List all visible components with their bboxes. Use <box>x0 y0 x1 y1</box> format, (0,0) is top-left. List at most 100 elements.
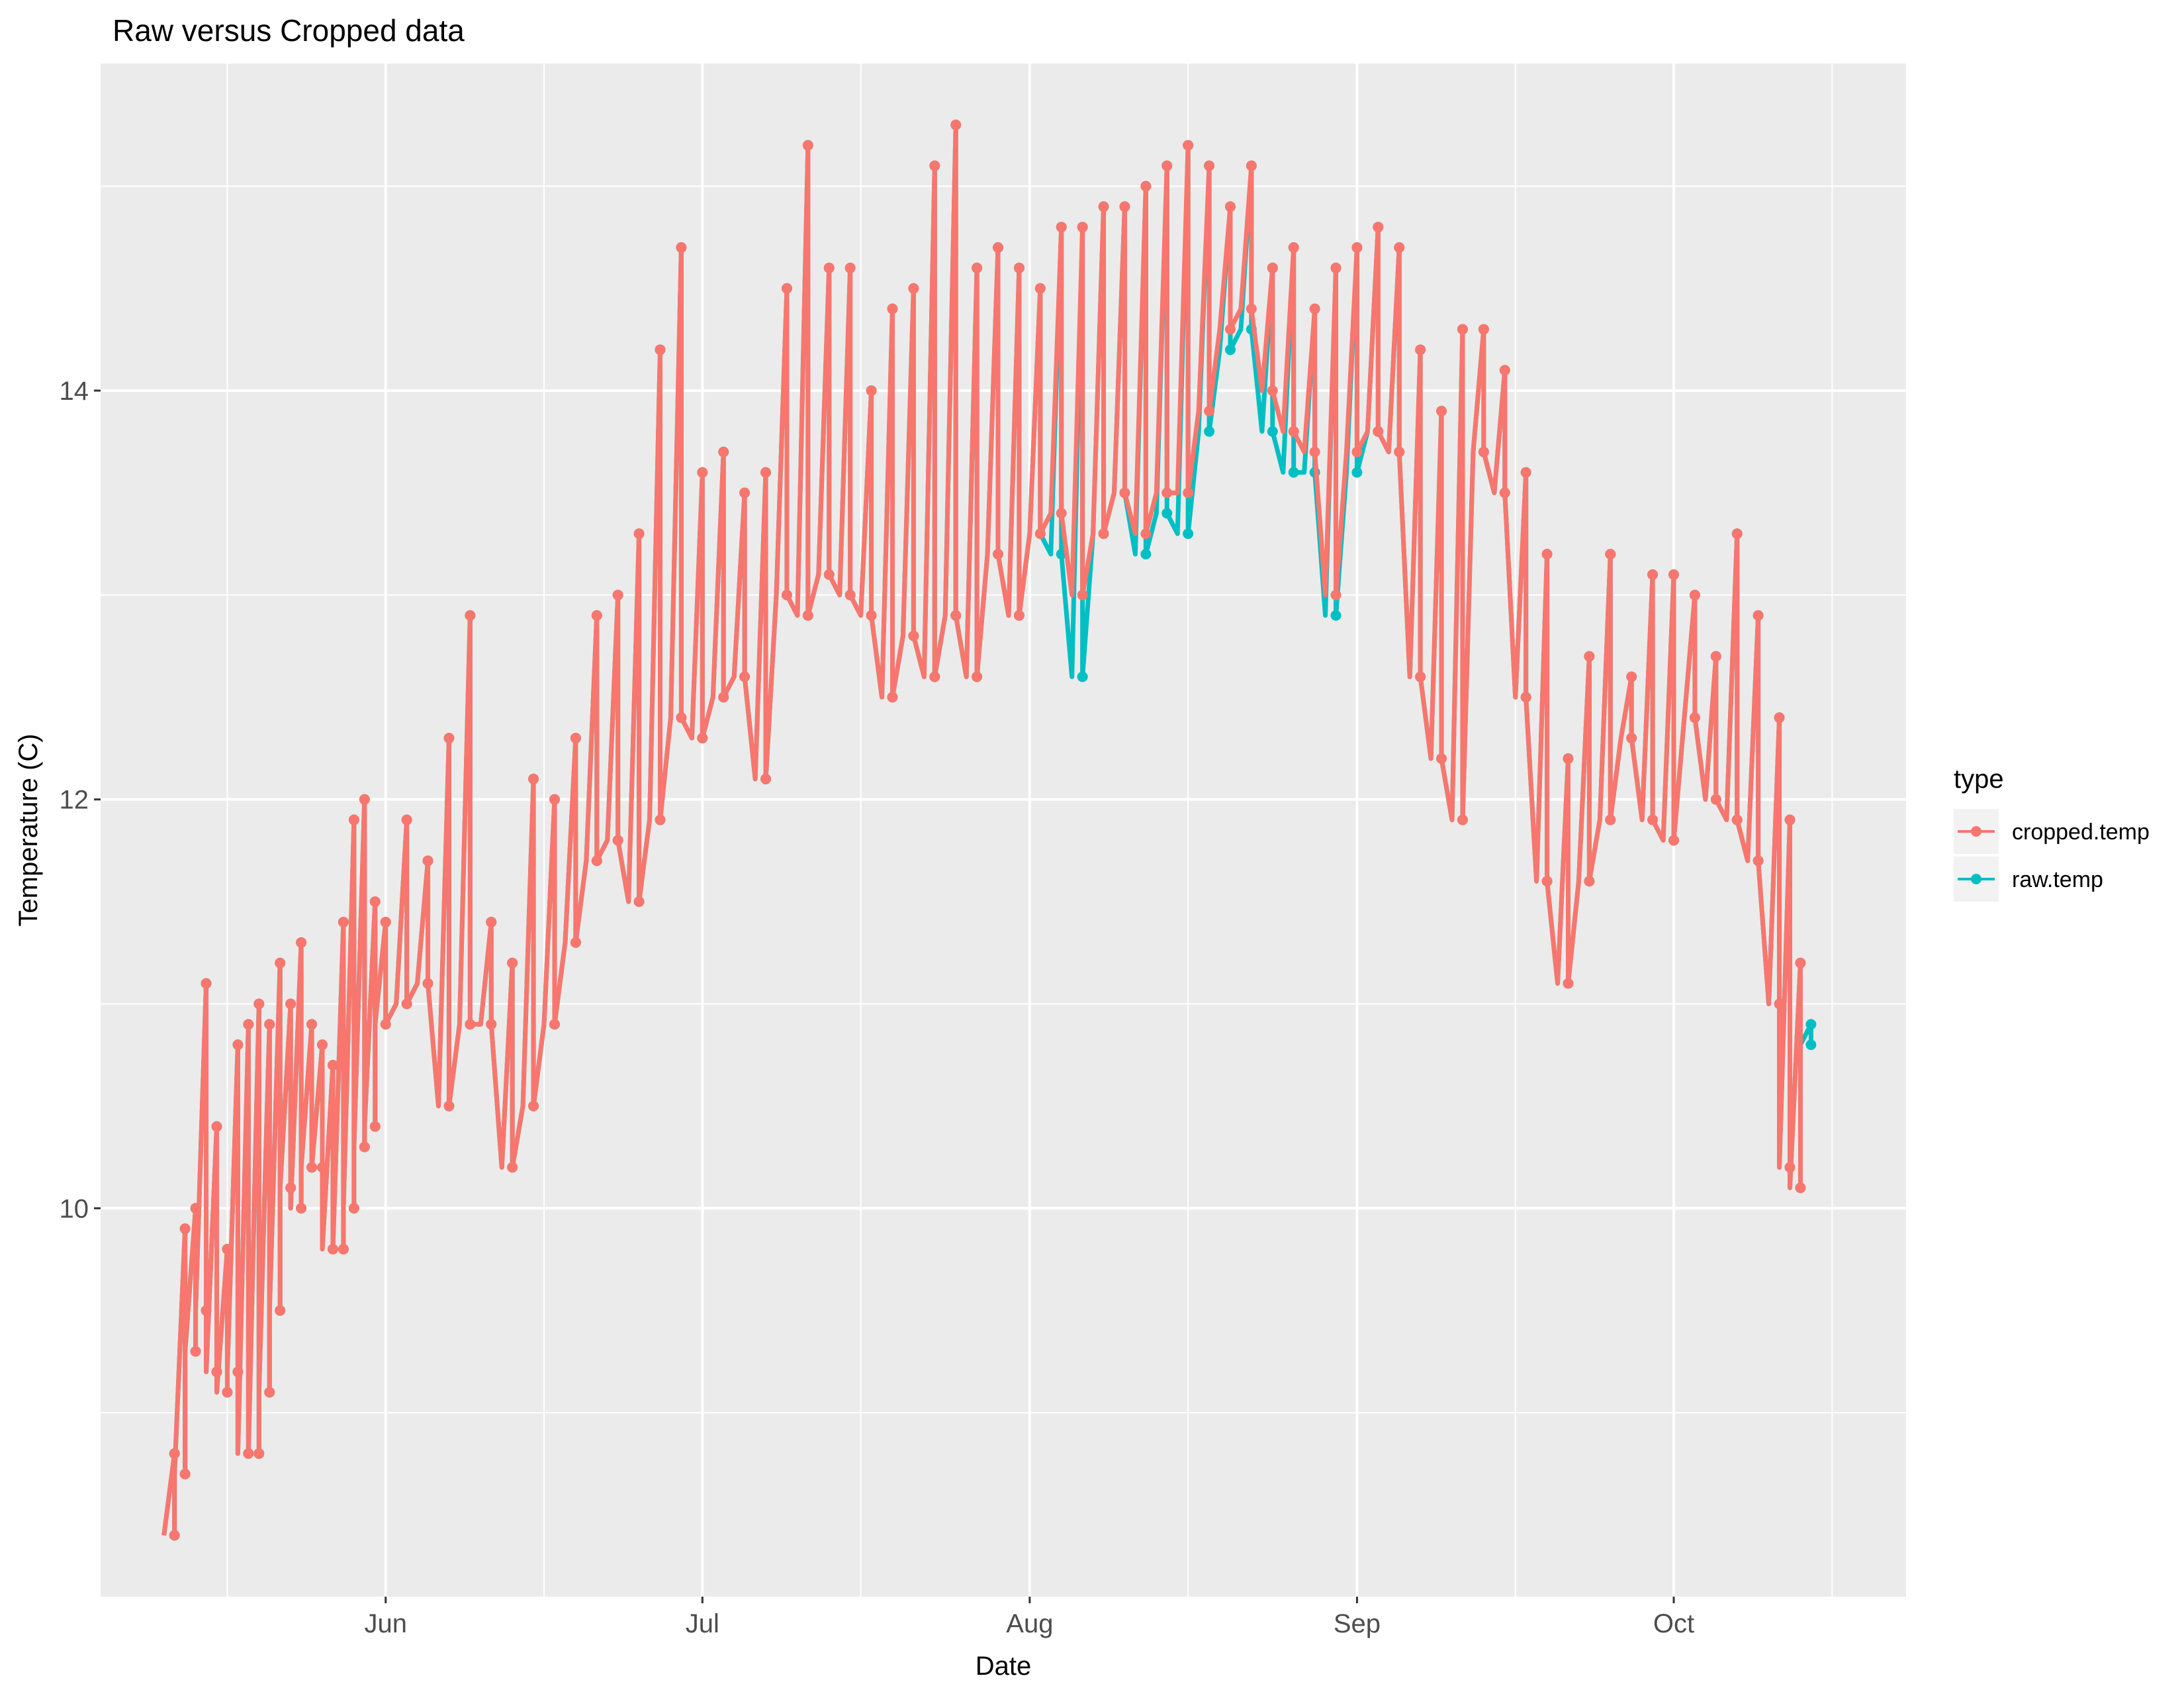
data-point-max <box>380 916 391 927</box>
data-point-min <box>190 1346 201 1357</box>
data-point-min <box>317 1162 328 1173</box>
data-point-max <box>285 998 296 1009</box>
data-point-max <box>443 733 455 744</box>
data-point-max <box>306 1019 318 1030</box>
data-point-max <box>950 119 962 130</box>
data-point-max <box>190 1203 201 1214</box>
x-tick-label: Sep <box>1334 1609 1381 1638</box>
legend-label: raw.temp <box>2012 867 2103 892</box>
data-point-min <box>612 835 623 846</box>
data-point-min <box>1267 385 1278 397</box>
data-point-max <box>655 344 666 355</box>
data-point-max <box>739 487 751 498</box>
data-point-min <box>1605 814 1616 825</box>
data-point-max <box>1056 222 1067 233</box>
data-point-max <box>422 855 433 867</box>
data-point-max <box>1288 242 1299 253</box>
data-point-min <box>866 610 877 621</box>
data-point-max <box>1330 262 1342 273</box>
data-point-min <box>739 671 751 682</box>
data-point-min <box>348 1203 359 1214</box>
data-point-max <box>1246 160 1257 171</box>
data-point-min <box>1689 712 1700 724</box>
data-point-min <box>1098 528 1109 539</box>
data-point-min <box>1077 671 1088 682</box>
data-point-min <box>1077 589 1088 600</box>
data-point-min <box>507 1162 518 1173</box>
data-point-max <box>1224 201 1236 212</box>
data-point-min <box>1351 446 1363 457</box>
data-point-min <box>1774 998 1785 1009</box>
data-point-min <box>1161 508 1173 519</box>
data-point-max <box>1731 528 1743 539</box>
data-point-min <box>296 1203 307 1214</box>
data-point-min <box>1752 855 1764 867</box>
data-point-max <box>528 773 539 784</box>
data-point-min <box>1541 876 1553 887</box>
data-point-min <box>465 1019 476 1030</box>
data-point-min <box>950 610 962 621</box>
data-point-min <box>306 1162 318 1173</box>
data-point-max <box>369 896 381 908</box>
data-point-max <box>179 1223 191 1235</box>
data-point-max <box>348 814 359 825</box>
data-point-max <box>1140 181 1152 192</box>
data-point-min <box>359 1141 370 1152</box>
data-point-min <box>422 978 433 989</box>
data-point-min <box>591 855 602 867</box>
data-point-max <box>169 1448 180 1459</box>
data-point-min <box>1119 487 1130 498</box>
data-point-max <box>1563 753 1574 764</box>
data-point-max <box>549 794 560 805</box>
data-point-min <box>1731 814 1743 825</box>
data-point-min <box>972 671 983 682</box>
data-point-max <box>633 528 645 539</box>
y-tick-label: 14 <box>60 377 89 406</box>
series-line <box>161 122 1803 1538</box>
data-point-max <box>232 1039 244 1051</box>
data-point-min <box>264 1387 275 1398</box>
data-point-max <box>1784 814 1796 825</box>
data-point-min <box>1288 426 1299 437</box>
data-point-max <box>823 262 835 273</box>
data-point-max <box>1098 201 1109 212</box>
legend-key-point <box>1971 874 1981 884</box>
data-point-max <box>1373 222 1384 233</box>
data-point-max <box>1805 1019 1817 1030</box>
data-point-max <box>243 1019 254 1030</box>
data-point-min <box>1246 303 1257 314</box>
data-point-max <box>1541 549 1553 560</box>
data-point-min <box>1204 405 1215 416</box>
data-point-min <box>1563 978 1574 989</box>
legend-key-point <box>1971 826 1981 837</box>
data-point-min <box>1626 733 1637 744</box>
data-point-min <box>1140 549 1152 560</box>
data-point-min <box>380 1019 391 1030</box>
data-point-max <box>1647 569 1659 580</box>
data-point-max <box>1415 344 1426 355</box>
data-point-max <box>1309 303 1320 314</box>
data-point-max <box>317 1039 328 1051</box>
data-point-min <box>179 1468 191 1479</box>
data-point-min <box>243 1448 254 1459</box>
data-point-min <box>993 549 1004 560</box>
data-point-min <box>697 733 708 744</box>
legend: type cropped.temp raw.temp <box>1954 765 2150 902</box>
data-point-max <box>1267 262 1278 273</box>
data-point-max <box>338 916 349 927</box>
data-point-min <box>823 569 835 580</box>
data-point-max <box>887 303 898 314</box>
x-tick-label: Jul <box>686 1609 719 1638</box>
data-point-max <box>1752 610 1764 621</box>
data-point-max <box>1204 160 1215 171</box>
data-point-min <box>1013 610 1024 621</box>
data-point-max <box>275 957 286 968</box>
data-point-max <box>401 814 412 825</box>
data-point-min <box>1056 508 1067 519</box>
data-point-min <box>443 1100 455 1111</box>
data-point-max <box>570 733 581 744</box>
data-point-min <box>1795 1182 1806 1194</box>
legend-keys: cropped.temp raw.temp <box>1954 809 2150 902</box>
data-point-min <box>1330 589 1342 600</box>
data-point-max <box>507 957 518 968</box>
